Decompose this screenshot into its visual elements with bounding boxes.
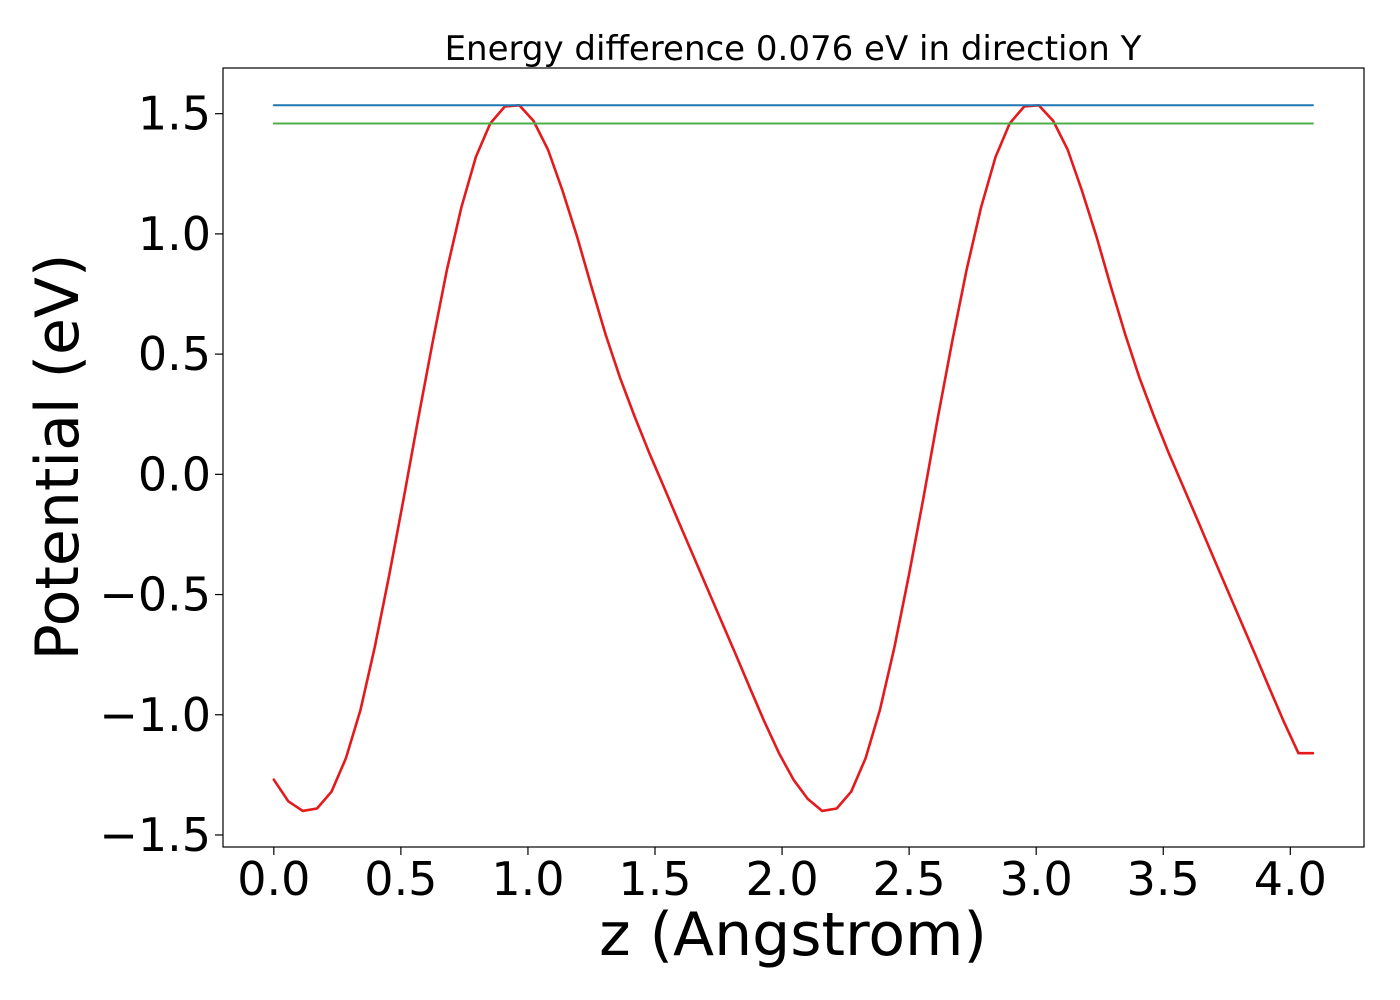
y-tick-label: 0.0	[138, 447, 211, 501]
y-tick-label: 0.5	[138, 327, 211, 381]
x-axis-label: z (Angstrom)	[599, 900, 987, 970]
axes-frame	[222, 67, 1365, 848]
x-tick-label: 2.5	[873, 852, 946, 906]
y-axis: 1.5 1.0 0.5 0.0 −0.5 −1.0 −1.5	[99, 87, 223, 862]
y-axis-label: Potential (eV)	[23, 254, 93, 661]
x-tick-label: 0.5	[364, 852, 437, 906]
y-tick-label: −0.5	[99, 568, 211, 622]
chart-title: Energy difference 0.076 eV in direction …	[445, 29, 1142, 69]
x-axis: 0.0 0.5 1.0 1.5 2.0 2.5 3.0 3.5 4.0	[237, 847, 1327, 906]
x-tick-label: 3.0	[1000, 852, 1073, 906]
x-tick-label: 0.0	[237, 852, 310, 906]
x-tick-label: 1.0	[491, 852, 564, 906]
x-tick-label: 3.5	[1127, 852, 1200, 906]
y-tick-label: −1.5	[99, 808, 211, 862]
plot-area	[272, 103, 1315, 813]
x-tick-label: 4.0	[1254, 852, 1327, 906]
y-tick-label: 1.5	[138, 87, 211, 141]
y-tick-label: 1.0	[138, 207, 211, 261]
y-tick-label: −1.0	[99, 688, 211, 742]
x-tick-label: 2.0	[745, 852, 818, 906]
x-tick-label: 1.5	[618, 852, 691, 906]
series-line-potential	[272, 103, 1315, 813]
